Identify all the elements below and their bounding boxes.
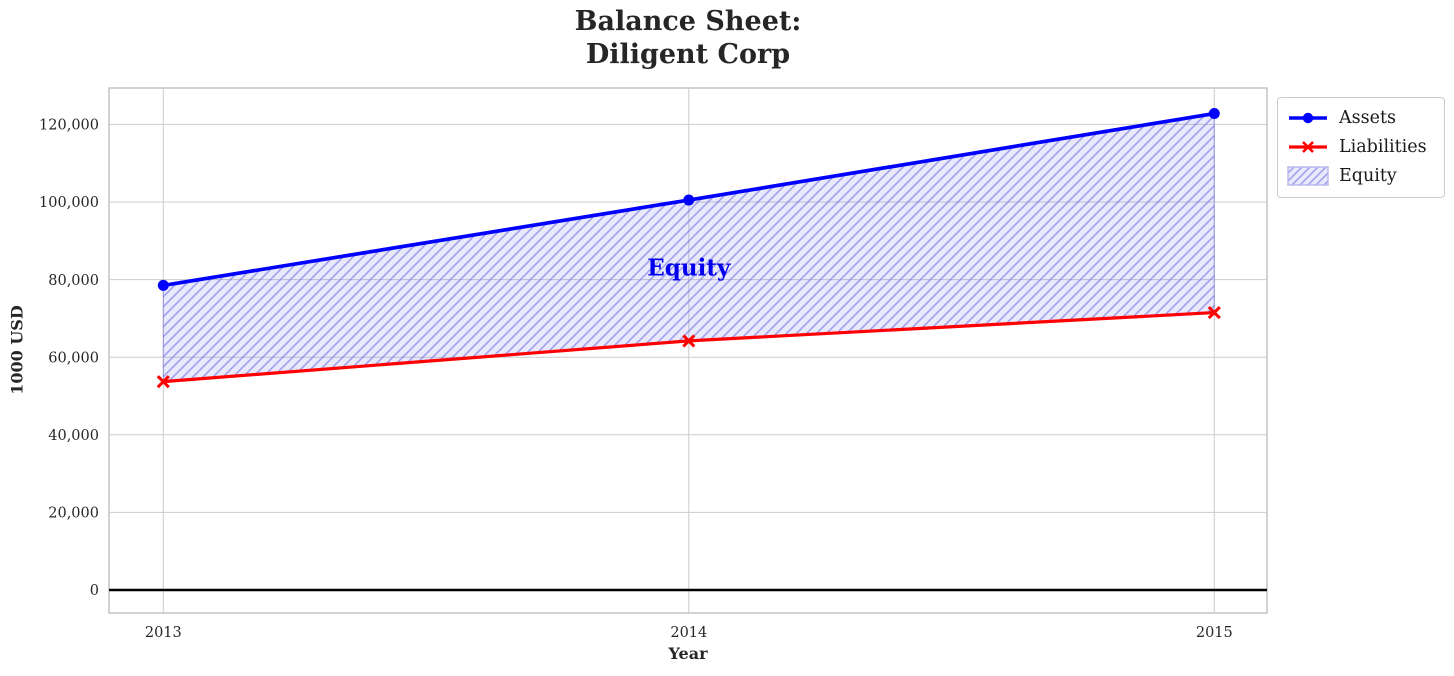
assets-marker: [683, 194, 695, 206]
y-tick-label: 80,000: [48, 273, 99, 289]
y-tick-label: 0: [90, 583, 99, 599]
liabilities-line-icon: [1289, 141, 1327, 153]
assets-line-icon: [1289, 112, 1327, 124]
y-tick-label: 20,000: [48, 506, 99, 522]
liabilities-marker: [682, 334, 696, 348]
legend-label-assets: Assets: [1339, 108, 1396, 128]
assets-marker: [157, 279, 169, 291]
legend-item-equity: Equity: [1287, 163, 1435, 189]
y-tick-label: 120,000: [39, 118, 99, 134]
y-tick-label: 40,000: [48, 428, 99, 444]
legend: Assets Liabilities Equity: [1277, 97, 1445, 198]
liabilities-marker: [1207, 306, 1221, 320]
x-tick-label: 2014: [670, 625, 707, 641]
chart-title: Balance Sheet: Diligent Corp: [109, 5, 1267, 71]
y-tick-label: 100,000: [39, 195, 99, 211]
legend-label-equity: Equity: [1339, 166, 1397, 186]
chart-title-line2: Diligent Corp: [585, 39, 791, 70]
x-tick-label: 2015: [1196, 625, 1233, 641]
equity-patch-icon: [1287, 166, 1329, 186]
y-tick-label: 60,000: [48, 350, 99, 366]
x-tick-label: 2013: [145, 625, 182, 641]
legend-item-liabilities: Liabilities: [1287, 134, 1435, 160]
legend-item-assets: Assets: [1287, 105, 1435, 131]
legend-label-liabilities: Liabilities: [1339, 137, 1427, 157]
x-axis-title: Year: [668, 644, 708, 663]
assets-marker: [1208, 108, 1220, 120]
chart-title-line1: Balance Sheet:: [574, 6, 802, 37]
equity-area-annotation: Equity: [647, 254, 731, 282]
liabilities-marker: [156, 375, 170, 389]
